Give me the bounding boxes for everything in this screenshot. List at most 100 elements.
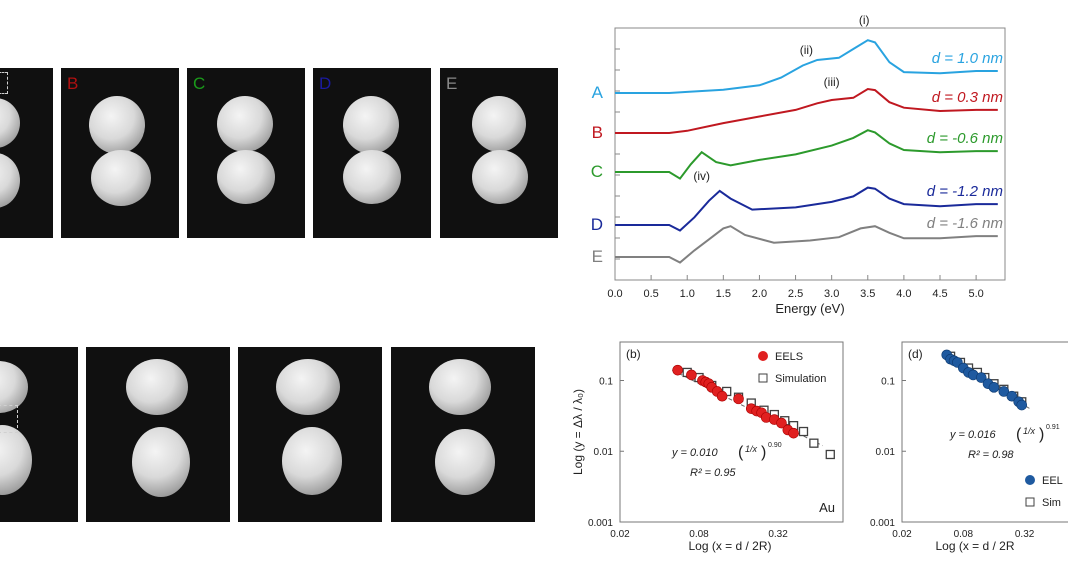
tem-image-bottom-4 xyxy=(391,347,535,522)
r-squared: R² = 0.95 xyxy=(690,467,736,479)
nanoparticle-top xyxy=(429,359,491,415)
nanoparticle-bottom xyxy=(217,150,275,204)
x-tick-label: 0.08 xyxy=(689,529,709,540)
spectrum-line xyxy=(615,129,998,180)
eels-point xyxy=(1016,399,1028,411)
x-tick-label: 0.02 xyxy=(610,529,630,540)
material-label: Au xyxy=(819,500,835,515)
x-axis-title: Log (x = d / 2R xyxy=(935,539,1014,553)
nanoparticle-bottom xyxy=(472,150,528,204)
equation-exponent: 0.90 xyxy=(768,442,782,449)
y-tick-label: 0.01 xyxy=(876,447,896,458)
annotation-i: (i) xyxy=(859,13,870,27)
eels-point xyxy=(672,364,683,376)
x-tick-label: 1.5 xyxy=(716,288,731,300)
y-tick-label: 0.001 xyxy=(870,518,895,529)
legend-label-simulation: Sim xyxy=(1042,497,1061,509)
series-label: C xyxy=(591,162,603,181)
distance-label: d = -1.6 nm xyxy=(927,215,1003,232)
nanoparticle-bottom xyxy=(0,425,32,495)
eels-point xyxy=(686,369,697,381)
eels-point xyxy=(998,386,1010,397)
nanoparticle-top xyxy=(126,359,188,415)
eels-point xyxy=(733,393,744,405)
equation-paren-open: ( xyxy=(738,444,744,461)
eels-point xyxy=(1006,390,1018,402)
tem-image-c: C xyxy=(187,68,305,238)
series-label: A xyxy=(592,83,604,102)
x-tick-label: 3.0 xyxy=(824,288,839,300)
x-tick-label: 4.5 xyxy=(932,288,947,300)
x-tick-label: 2.0 xyxy=(752,288,767,300)
x-tick-label: 2.5 xyxy=(788,288,803,300)
x-tick-label: 0.32 xyxy=(1015,529,1035,540)
legend-marker-simulation xyxy=(1025,497,1035,507)
legend-label-simulation: Simulation xyxy=(775,373,826,385)
legend-label-eels: EELS xyxy=(775,351,803,363)
nanoparticle-top xyxy=(472,96,526,152)
eels-point xyxy=(788,427,799,439)
series-label: B xyxy=(592,123,603,142)
distance-label: d = -0.6 nm xyxy=(927,130,1003,147)
distance-label: d = 0.3 nm xyxy=(932,89,1003,106)
x-tick-label: 0.5 xyxy=(643,288,658,300)
x-axis-title: Log (x = d / 2R) xyxy=(688,539,771,553)
nanoparticle-top xyxy=(343,96,399,154)
legend-label-eels: EEL xyxy=(1042,475,1063,487)
spectrum-line xyxy=(615,39,998,94)
eels-point xyxy=(988,382,1000,393)
eels-point xyxy=(975,372,987,383)
simulation-point xyxy=(798,426,809,437)
x-tick-label: 0.02 xyxy=(892,529,912,540)
nanoparticle-top xyxy=(0,98,20,148)
spectrum-line xyxy=(615,225,998,264)
y-tick-label: 0.001 xyxy=(588,518,613,529)
x-tick-label: 0.32 xyxy=(768,529,788,540)
panel-label-d: D xyxy=(319,74,332,93)
equation-paren-close: ) xyxy=(1039,426,1044,443)
spectrum-line xyxy=(615,87,998,134)
x-tick-label: 1.0 xyxy=(680,288,695,300)
y-axis-title: Log (y = Δλ / λ₀) xyxy=(571,389,585,475)
equation-fraction: 1/x xyxy=(745,444,758,454)
simulation-point xyxy=(825,449,835,460)
distance-label: d = 1.0 nm xyxy=(932,50,1003,67)
equation-paren-open: ( xyxy=(1016,426,1022,443)
plot-frame xyxy=(619,341,844,523)
tem-image-d: D xyxy=(313,68,431,238)
panel-label-e: E xyxy=(446,74,458,93)
equation-text: y = 0.010 xyxy=(671,447,718,459)
series-label: D xyxy=(591,215,603,234)
nanoparticle-bottom xyxy=(282,427,342,495)
legend-marker-simulation xyxy=(758,373,768,383)
x-tick-label: 0.08 xyxy=(954,529,974,540)
selection-box xyxy=(0,72,8,94)
r-squared: R² = 0.98 xyxy=(968,449,1014,461)
tem-image-bottom-3 xyxy=(238,347,382,522)
selection-box xyxy=(0,405,18,433)
eels-point xyxy=(716,390,728,402)
nanoparticle-bottom xyxy=(91,150,151,206)
eels-spectra-chart: 0.0 0.5 1.0 1.5 2.0 2.5 3.0 3.5 4.0 4.5 5.0 Energy … xyxy=(591,13,1006,316)
simulation-point xyxy=(809,438,819,448)
x-tick-label: 3.5 xyxy=(860,288,875,300)
panel-label: (b) xyxy=(626,347,641,361)
x-axis-title: Energy (eV) xyxy=(775,301,844,316)
equation-exponent: 0.91 xyxy=(1046,424,1060,431)
legend-marker-eels xyxy=(1025,475,1035,485)
legend-marker-eels xyxy=(758,351,768,361)
y-tick-label: 0.1 xyxy=(599,376,613,387)
x-tick-label: 0.0 xyxy=(607,288,622,300)
nanoparticle-bottom xyxy=(343,150,401,204)
nanoparticle-top xyxy=(276,359,340,415)
nanoparticle-bottom xyxy=(0,153,20,208)
tem-image-bottom-2 xyxy=(86,347,230,522)
equation-text: y = 0.016 xyxy=(949,429,996,441)
tem-image-e: E xyxy=(440,68,558,238)
panel-label-c: C xyxy=(193,74,206,93)
y-tick-label: 0.01 xyxy=(594,447,614,458)
x-tick-label: 5.0 xyxy=(968,288,983,300)
tem-image-b: B xyxy=(61,68,179,238)
